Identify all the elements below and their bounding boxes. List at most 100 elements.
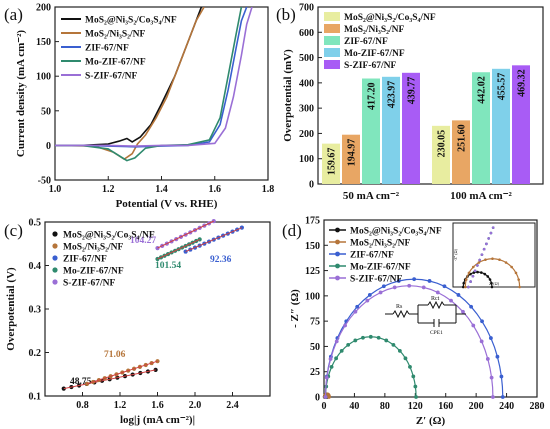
x-tick-label-d: 0 (322, 401, 327, 412)
fit-line-c (185, 227, 243, 253)
nyquist-d-point (397, 348, 402, 353)
y-tick-label-c: 0.2 (29, 348, 42, 359)
plot-frame-b (317, 6, 544, 185)
series-line-a (55, 7, 253, 147)
nyquist-d-point (334, 356, 339, 361)
fit-line-c (87, 360, 158, 385)
panel-label-b: (b) (276, 5, 296, 24)
nyquist-d-point (329, 365, 334, 369)
nyquist-d-point (408, 365, 412, 369)
nyquist-d-point (488, 336, 493, 340)
category-label-b: 100 mA cm⁻² (450, 190, 512, 202)
nyquist-d-point (411, 374, 416, 379)
inset-d-point (464, 278, 468, 281)
inset-d-point (490, 281, 493, 285)
nyquist-d-point (499, 374, 504, 379)
inset-d-point (477, 261, 481, 264)
nyquist-d-fit (324, 285, 494, 398)
inset-d-point (518, 285, 521, 289)
x-tick-label-d: 200 (469, 401, 484, 412)
y-axis-label-c: Overpotential (V) (5, 267, 17, 351)
x-tick-label-a: 1.2 (102, 184, 115, 195)
nyquist-d-fit (324, 336, 417, 398)
y-tick-label-a: 150 (36, 37, 51, 48)
y-tick-label-c: 0.5 (29, 218, 42, 229)
nyquist-d-point (361, 335, 365, 340)
y-tick-label-b: 300 (299, 104, 314, 115)
nyquist-d-point (355, 304, 360, 309)
panel-label-d: (d) (282, 221, 302, 240)
nyquist-d-point (413, 384, 418, 389)
nyquist-d-point (461, 309, 465, 314)
legend-label-b: S-ZIF-67/NF (344, 61, 396, 71)
inset-d-point (476, 264, 479, 267)
circuit-label-rct-d: Rct (431, 296, 440, 302)
inset-d-point (461, 285, 465, 289)
panel-b: 0 100 200 300 400 500 600 700 Overpotential (mV)… (276, 3, 544, 202)
nyquist-d-point (396, 279, 401, 283)
inset-d-point (478, 258, 481, 262)
x-tick-label-a: 1.4 (155, 184, 168, 195)
inset-d-point (473, 269, 477, 273)
panel-a: 1.0 1.2 1.4 1.6 1.8 -50 0 50 100 150 200 Potential … (4, 3, 274, 211)
fit-line-c (63, 369, 156, 390)
x-tick-label-d: 40 (349, 401, 359, 412)
bar-value-label-b: 442.02 (477, 76, 488, 104)
x-tick-label-d: 80 (380, 401, 390, 412)
nyquist-d-point (353, 338, 358, 343)
y-tick-label-d: 0 (315, 393, 320, 404)
legend-swatch-b (324, 12, 340, 21)
nyquist-d-point (449, 298, 453, 303)
slope-label-c: 48.75 (70, 377, 92, 387)
fit-line-c (157, 220, 214, 249)
slope-label-c: 101.54 (155, 261, 181, 271)
legend-marker-d (335, 239, 340, 245)
inset-d-point (462, 281, 466, 285)
nyquist-d-point (407, 283, 412, 288)
legend-marker-c (52, 255, 58, 261)
nyquist-d-point (435, 290, 440, 295)
circuit-label-rs-d: Rs (396, 304, 403, 310)
bar-value-label-b: 469.32 (517, 69, 528, 97)
bar-b (512, 65, 530, 184)
inset-d-point (517, 278, 520, 281)
x-tick-label-c: 2.0 (189, 400, 202, 411)
inset-d-point (471, 265, 475, 269)
nyquist-d-point (391, 342, 396, 347)
inset-d-point (487, 237, 490, 240)
category-label-b: 50 mA cm⁻² (343, 190, 400, 202)
inset-d-point (510, 265, 513, 269)
nyquist-d-point (328, 357, 333, 361)
legend-swatch-b (324, 36, 340, 45)
panel-c: 0.8 1.2 1.6 2.0 2.4 0.1 0.2 0.3 0.4 0.5 log|j (mA … (4, 218, 271, 426)
bar-value-label-b: 417.20 (367, 83, 378, 111)
legend-marker-d (335, 251, 340, 257)
inset-d-point (504, 261, 508, 264)
circuit-label-cpe-d: CPE1 (430, 330, 443, 336)
legend-marker-d (335, 227, 340, 233)
y-axis-label-b: Overpotential (mV) (282, 49, 294, 142)
circuit-resistor-rs-d (392, 309, 410, 319)
nyquist-d-point (378, 290, 383, 295)
panel-label-a: (a) (4, 5, 23, 24)
y-tick-label-a: -50 (38, 176, 51, 187)
legend-label-d: MoS₂/Ni₃S₂/NF (350, 239, 410, 249)
series-group-a (55, 7, 253, 162)
x-tick-label-d: 280 (530, 401, 545, 412)
nyquist-d-point (367, 293, 372, 297)
legend-label-b: MoS₂@Ni₃S₂/Co₃S₄/NF (344, 13, 436, 23)
y-axis-label-a: Current density (mA cm⁻²) (15, 30, 27, 157)
y-tick-label-b: 200 (299, 129, 314, 140)
legend-label-a: MoS₂/Ni₃S₂/NF (85, 30, 145, 40)
nyquist-d-point (412, 277, 417, 282)
nyquist-d-point (495, 354, 500, 359)
bar-b (432, 125, 450, 184)
nyquist-d-point (479, 339, 484, 344)
nyquist-d-point (480, 319, 484, 324)
inset-series-d (461, 226, 521, 289)
nyquist-d-point (421, 285, 426, 290)
legend-marker-d (335, 263, 340, 269)
legend-label-d: Mo-ZIF-67/NF (350, 263, 411, 273)
y-axis-label-d: - Z″ (Ω) (289, 289, 301, 328)
